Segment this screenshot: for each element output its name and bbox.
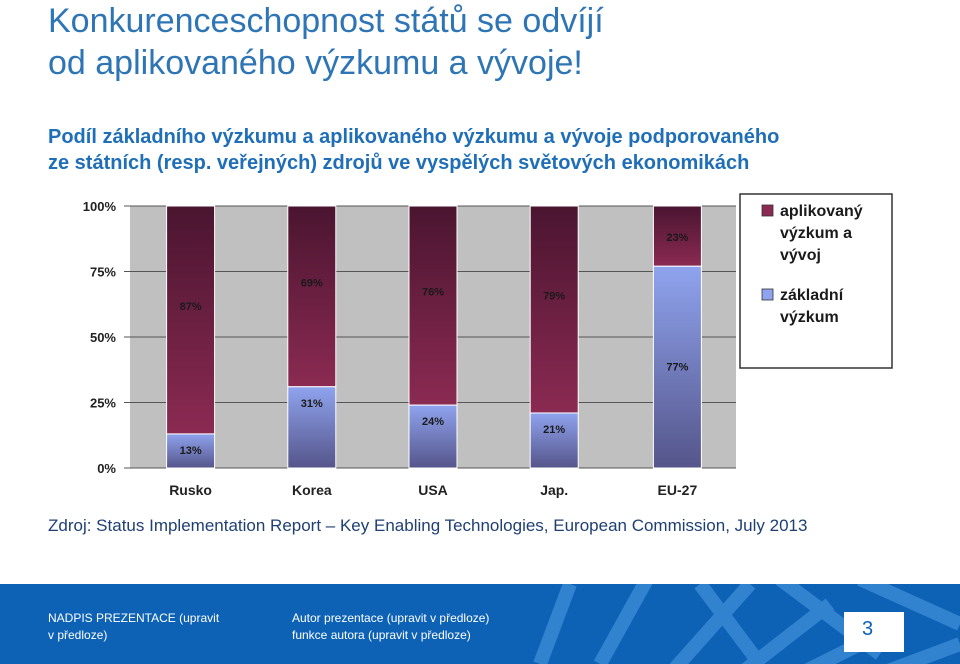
subtitle-line-1: Podíl základního výzkumu a aplikovaného … (48, 126, 780, 148)
data-label-applied: 76% (422, 287, 444, 299)
data-label-applied: 79% (543, 290, 565, 302)
data-label-basic: 21% (543, 424, 565, 436)
y-tick-label: 50% (90, 330, 116, 345)
data-label-basic: 24% (422, 416, 444, 428)
legend-swatch (761, 288, 774, 301)
bar-basic (652, 265, 702, 469)
stacked-bar-chart: 0% 25% 50% 75% 100% 87% 13% Rusko 69% 31% Korea 76%… (83, 193, 893, 498)
footer-left-line-1: NADPIS PREZENTACE (upravit (48, 611, 220, 625)
page-number-box (844, 612, 904, 652)
legend-label: vývoj (780, 247, 821, 264)
data-label-applied: 69% (301, 277, 323, 289)
footer-author: Autor prezentace (upravit v předloze) fu… (292, 610, 552, 644)
data-label-basic: 77% (666, 361, 688, 373)
bar-applied (287, 205, 337, 388)
y-tick-label: 100% (83, 199, 117, 214)
legend-swatch (761, 204, 774, 217)
legend-label: základní (780, 287, 844, 304)
footer-left-line-2: v předloze) (48, 628, 108, 642)
footer-presentation-title: NADPIS PREZENTACE (upravit v předloze) (48, 610, 268, 644)
data-label-basic: 13% (180, 445, 202, 457)
data-label-applied: 87% (180, 301, 202, 313)
slide-title: Konkurenceschopnost států se odvíjí od a… (48, 0, 928, 84)
bar-basic (287, 386, 337, 469)
source-note: Zdroj: Status Implementation Report – Ke… (48, 516, 808, 535)
footer-mid-line-2: funkce autora (upravit v předloze) (292, 628, 471, 642)
x-category-label: EU-27 (658, 482, 698, 498)
x-category-label: Rusko (169, 482, 212, 498)
bar-basic (166, 433, 216, 469)
footer-mid-line-1: Autor prezentace (upravit v předloze) (292, 611, 490, 625)
title-line-1: Konkurenceschopnost států se odvíjí (48, 2, 604, 40)
y-tick-label: 75% (90, 265, 116, 280)
bar-applied (652, 205, 702, 267)
x-category-label: Korea (292, 482, 332, 498)
bar-basic (529, 412, 579, 469)
y-tick-label: 0% (97, 461, 116, 476)
x-category-label: Jap. (540, 482, 568, 498)
bar-applied (408, 205, 458, 406)
bar-basic (408, 404, 458, 469)
legend-label: výzkum (780, 309, 839, 326)
chart-subtitle: Podíl základního výzkumu a aplikovaného … (48, 124, 938, 176)
bar-applied (529, 205, 579, 414)
page-number: 3 (862, 618, 874, 640)
data-label-basic: 31% (301, 398, 323, 410)
footer-bar: NADPIS PREZENTACE (upravit v předloze) A… (0, 584, 960, 664)
title-line-2: od aplikovaného výzkumu a vývoje! (48, 44, 583, 82)
data-label-applied: 23% (666, 232, 688, 244)
subtitle-line-2: ze státních (resp. veřejných) zdrojů ve … (48, 152, 750, 174)
y-tick-label: 25% (90, 396, 116, 411)
legend-label: výzkum a (780, 225, 852, 242)
legend-label: aplikovaný (780, 203, 863, 220)
legend-box (739, 193, 893, 369)
x-category-label: USA (418, 482, 448, 498)
bar-applied (166, 205, 216, 435)
